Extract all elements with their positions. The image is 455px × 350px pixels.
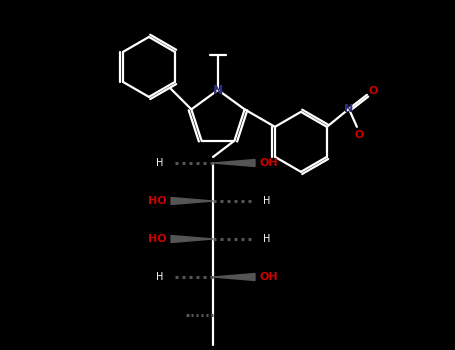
Text: HO: HO bbox=[148, 234, 167, 244]
Polygon shape bbox=[213, 273, 255, 280]
Text: N: N bbox=[213, 84, 223, 97]
Text: H: H bbox=[263, 196, 270, 206]
Text: HO: HO bbox=[148, 196, 167, 206]
Text: N: N bbox=[344, 104, 354, 114]
Text: O: O bbox=[368, 86, 378, 96]
Text: OH: OH bbox=[259, 158, 278, 168]
Text: H: H bbox=[156, 272, 163, 282]
Polygon shape bbox=[171, 236, 213, 243]
Text: H: H bbox=[156, 158, 163, 168]
Text: OH: OH bbox=[259, 272, 278, 282]
Text: O: O bbox=[354, 130, 364, 140]
Polygon shape bbox=[171, 197, 213, 204]
Polygon shape bbox=[213, 160, 255, 167]
Text: H: H bbox=[263, 234, 270, 244]
